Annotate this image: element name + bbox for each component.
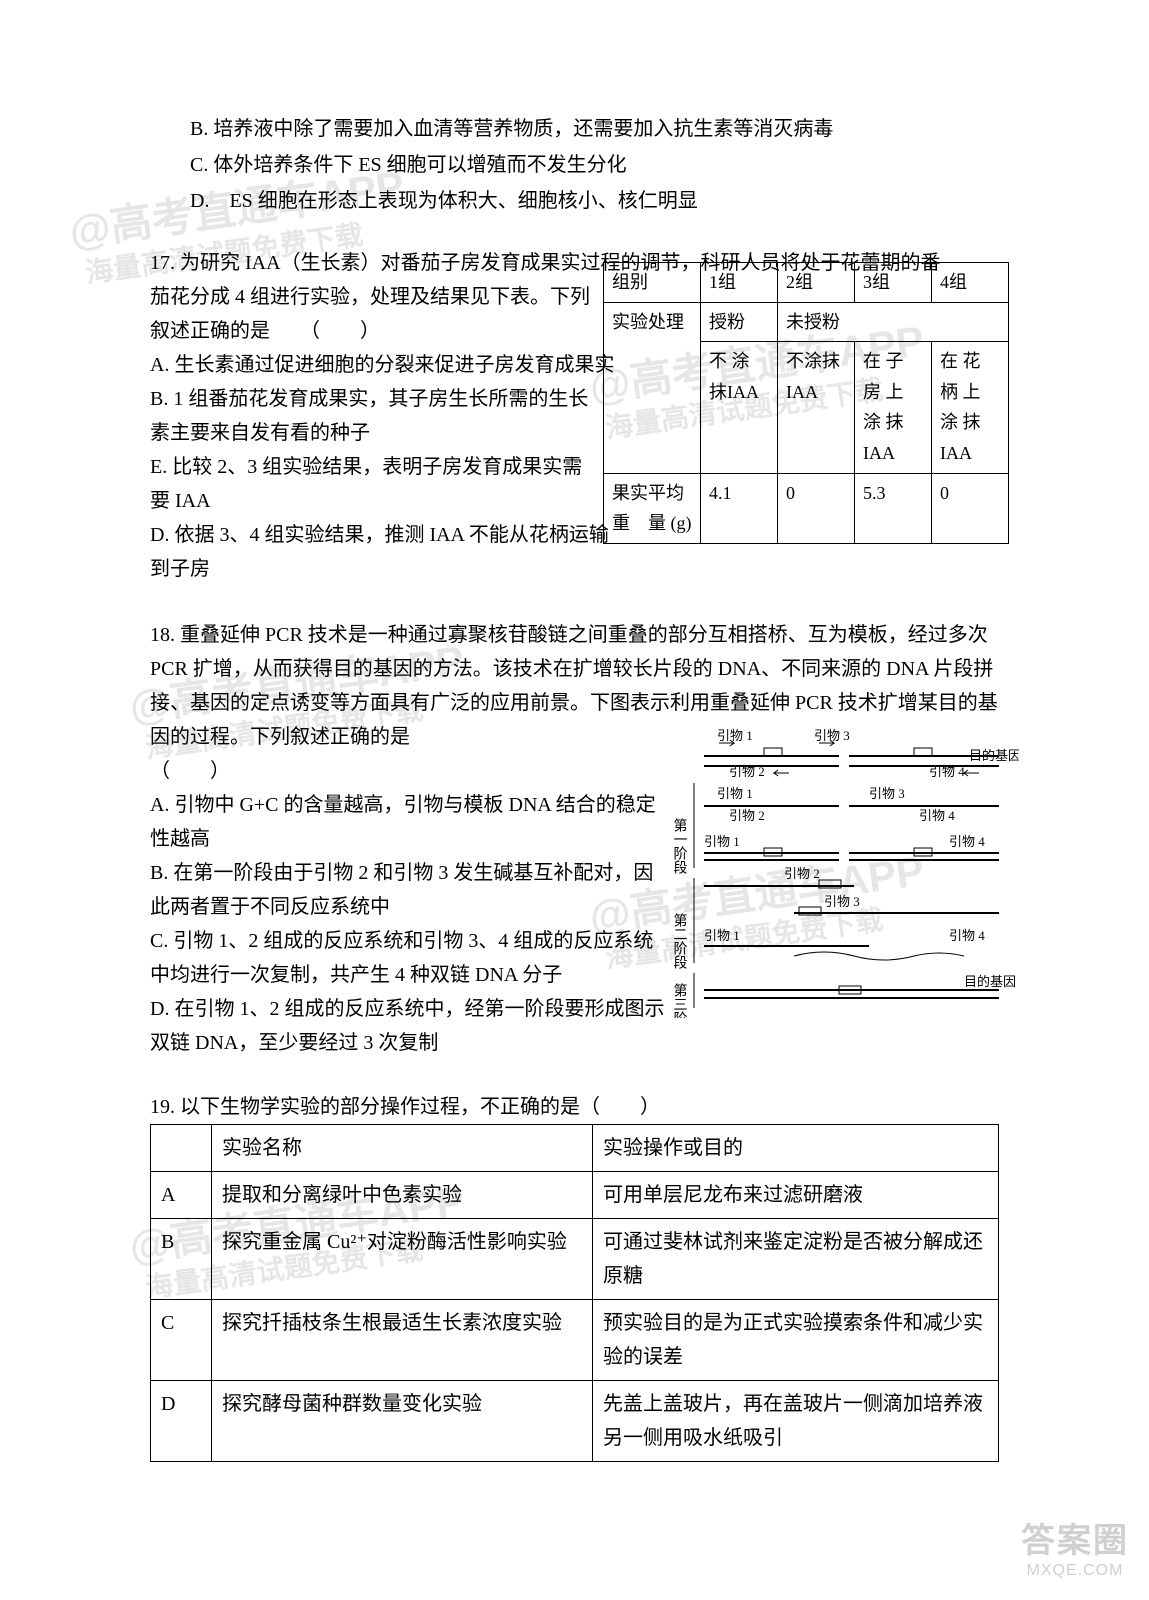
- q19-stem: 19. 以下生物学实验的部分操作过程，不正确的是（ ）: [150, 1090, 999, 1124]
- cell: 预实验目的是为正式实验摸索条件和减少实验的误差: [593, 1300, 999, 1381]
- cell: 0: [778, 473, 855, 543]
- q18: 18. 重叠延伸 PCR 技术是一种通过寡聚核苷酸链之间重叠的部分互相搭桥、互为…: [150, 618, 999, 1060]
- table-row: 组别 1组 2组 3组 4组: [604, 263, 1009, 303]
- cell: 可通过斐林试剂来鉴定淀粉是否被分解成还原糖: [593, 1219, 999, 1300]
- cell: 在 子 房 上 涂 抹 IAA: [855, 342, 932, 473]
- svg-text:引物 2: 引物 2: [784, 866, 820, 881]
- q19-table: 实验名称 实验操作或目的 A 提取和分离绿叶中色素实验 可用单层尼龙布来过滤研磨…: [150, 1124, 999, 1462]
- q17-opt-d1: D. 依据 3、4 组实验结果，推测 IAA 不能从花柄运输: [150, 518, 630, 552]
- cell: 实验操作或目的: [593, 1125, 999, 1172]
- cell: 在 花 柄 上 涂 抹 IAA: [932, 342, 1009, 473]
- svg-text:引物 3: 引物 3: [814, 728, 850, 743]
- table-row: C 探究扦插枝条生根最适生长素浓度实验 预实验目的是为正式实验摸索条件和减少实验…: [151, 1300, 999, 1381]
- stage2-label: 第二阶段: [672, 912, 688, 969]
- cell: C: [151, 1300, 212, 1381]
- q16-opt-b: B. 培养液中除了需要加入血清等营养物质，还需要加入抗生素等消灭病毒: [150, 112, 999, 146]
- q17-opt-a: A. 生长素通过促进细胞的分裂来促进子房发育成果实: [150, 348, 630, 382]
- q17-table: 组别 1组 2组 3组 4组 实验处理 授粉 未授粉 不 涂 抹IAA 不涂抹 …: [603, 262, 1009, 544]
- stage3-label: 第三阶段: [672, 982, 688, 1018]
- svg-text:引物 1: 引物 1: [704, 834, 740, 849]
- page-content: B. 培养液中除了需要加入血清等营养物质，还需要加入抗生素等消灭病毒 C. 体外…: [0, 0, 1149, 1522]
- q17-stem3: 叙述正确的是 （ ）: [150, 314, 630, 348]
- cell: 组别: [604, 263, 701, 303]
- q18-opt-c: C. 引物 1、2 组成的反应系统和引物 3、4 组成的反应系统中均进行一次复制…: [150, 924, 670, 992]
- svg-text:引物 4: 引物 4: [949, 834, 985, 849]
- cell: 提取和分离绿叶中色素实验: [212, 1172, 593, 1219]
- corner-logo: 答案圈 MXQE.COM: [1021, 1513, 1129, 1580]
- table-row: 果实平均 重 量 (g) 4.1 0 5.3 0: [604, 473, 1009, 543]
- q17-opt-b2: 素主要来自发有看的种子: [150, 416, 630, 450]
- pcr-stage2: 引物 1 引物 4: [704, 928, 985, 960]
- cell: D: [151, 1381, 212, 1462]
- cell: A: [151, 1172, 212, 1219]
- svg-text:引物 1: 引物 1: [717, 786, 753, 801]
- q18-opt-b: B. 在第一阶段由于引物 2 和引物 3 发生碱基互补配对，因此两者置于不同反应…: [150, 856, 670, 924]
- cell: 0: [932, 473, 1009, 543]
- pcr-stage3: 目的基因: [704, 974, 1016, 998]
- cell: 5.3: [855, 473, 932, 543]
- cell: 2组: [778, 263, 855, 303]
- q17-text: 17. 为研究 IAA（生长素）对番茄子房发育成果实过程的调节，科研人员将处于花…: [150, 246, 630, 586]
- table-row: A 提取和分离绿叶中色素实验 可用单层尼龙布来过滤研磨液: [151, 1172, 999, 1219]
- svg-text:引物 3: 引物 3: [869, 786, 905, 801]
- q17-opt-d2: 到子房: [150, 552, 630, 586]
- table-row: B 探究重金属 Cu²⁺对淀粉酶活性影响实验 可通过斐林试剂来鉴定淀粉是否被分解…: [151, 1219, 999, 1300]
- pcr-top: 引物 1 引物 3 引物 2 引物 4: [704, 728, 999, 779]
- svg-text:目的基因: 目的基因: [964, 974, 1016, 989]
- table-row: 实验名称 实验操作或目的: [151, 1125, 999, 1172]
- svg-text:引物 2: 引物 2: [729, 808, 765, 823]
- q17: 17. 为研究 IAA（生长素）对番茄子房发育成果实过程的调节，科研人员将处于花…: [150, 246, 999, 586]
- q17-stem2: 茄花分成 4 组进行实验，处理及结果见下表。下列: [150, 280, 630, 314]
- cell: 实验处理: [604, 302, 701, 473]
- table-row: 实验处理 授粉 未授粉: [604, 302, 1009, 342]
- cell: 探究扦插枝条生根最适生长素浓度实验: [212, 1300, 593, 1381]
- cell: 4组: [932, 263, 1009, 303]
- q18-figure: 第一阶段 第二阶段 第三阶段 目的基因 引物 1 引物 3 引物 2 引物 4: [669, 728, 1019, 1018]
- table-row: D 探究酵母菌种群数量变化实验 先盖上盖玻片，再在盖玻片一侧滴加培养液另一侧用吸…: [151, 1381, 999, 1462]
- cell: 4.1: [701, 473, 778, 543]
- svg-text:引物 3: 引物 3: [824, 894, 860, 909]
- cell: 不 涂 抹IAA: [701, 342, 778, 473]
- cell: B: [151, 1219, 212, 1300]
- svg-text:引物 4: 引物 4: [919, 808, 955, 823]
- cell: 探究重金属 Cu²⁺对淀粉酶活性影响实验: [212, 1219, 593, 1300]
- cell: 不涂抹 IAA: [778, 342, 855, 473]
- cell: 果实平均 重 量 (g): [604, 473, 701, 543]
- q17-opt-b1: B. 1 组番茄花发育成果实，其子房生长所需的生长: [150, 382, 630, 416]
- cell: 实验名称: [212, 1125, 593, 1172]
- cell: 1组: [701, 263, 778, 303]
- q18-options: （ ） A. 引物中 G+C 的含量越高，引物与模板 DNA 结合的稳定性越高 …: [150, 754, 670, 1060]
- cell: 未授粉: [778, 302, 1009, 342]
- cell: 授粉: [701, 302, 778, 342]
- q16-opt-d: D. ES 细胞在形态上表现为体积大、细胞核小、核仁明显: [150, 184, 999, 218]
- svg-text:引物 1: 引物 1: [704, 928, 740, 943]
- q16-opt-c: C. 体外培养条件下 ES 细胞可以增殖而不发生分化: [150, 148, 999, 182]
- corner-url: MXQE.COM: [1021, 1562, 1129, 1580]
- q18-blank: （ ）: [150, 754, 670, 788]
- cell: 探究酵母菌种群数量变化实验: [212, 1381, 593, 1462]
- q17-opt-c1: E. 比较 2、3 组实验结果，表明子房发育成果实需: [150, 450, 630, 484]
- svg-text:引物 4: 引物 4: [949, 928, 985, 943]
- q17-opt-c2: 要 IAA: [150, 484, 630, 518]
- cell: 3组: [855, 263, 932, 303]
- pcr-stage1: 引物 1 引物 2 引物 3 引物 4 引物 1 引物 4 引物 2 引物 3: [704, 786, 999, 915]
- cell: 先盖上盖玻片，再在盖玻片一侧滴加培养液另一侧用吸水纸吸引: [593, 1381, 999, 1462]
- svg-text:引物 1: 引物 1: [717, 728, 753, 743]
- q18-opt-d: D. 在引物 1、2 组成的反应系统中，经第一阶段要形成图示双链 DNA，至少要…: [150, 992, 670, 1060]
- q18-opt-a: A. 引物中 G+C 的含量越高，引物与模板 DNA 结合的稳定性越高: [150, 788, 670, 856]
- stage1-label: 第一阶段: [672, 817, 688, 874]
- cell: 可用单层尼龙布来过滤研磨液: [593, 1172, 999, 1219]
- q19: 19. 以下生物学实验的部分操作过程，不正确的是（ ） 实验名称 实验操作或目的…: [150, 1090, 999, 1462]
